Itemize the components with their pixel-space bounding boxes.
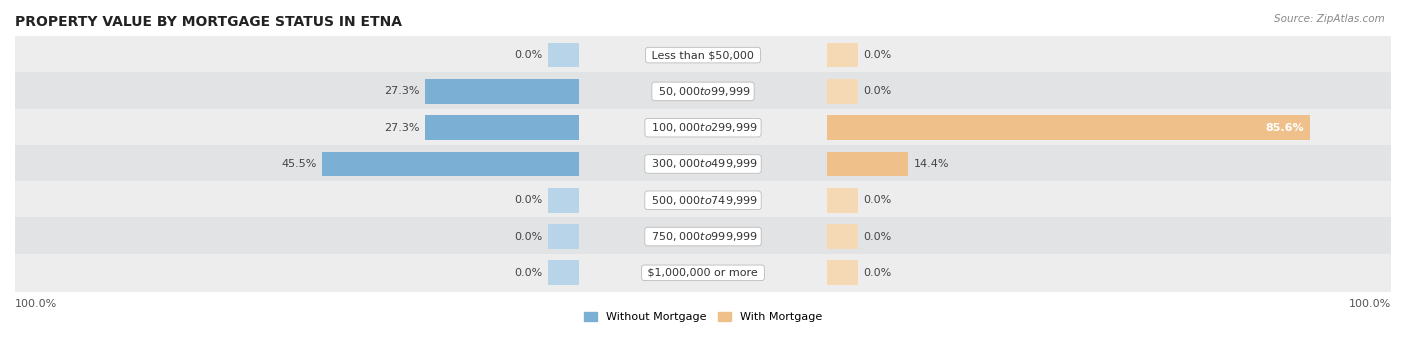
- Text: 0.0%: 0.0%: [863, 50, 891, 60]
- Bar: [548, 43, 579, 68]
- Text: 0.0%: 0.0%: [515, 232, 543, 241]
- Text: 0.0%: 0.0%: [863, 232, 891, 241]
- Text: 0.0%: 0.0%: [515, 195, 543, 205]
- Bar: [827, 188, 858, 212]
- Text: 27.3%: 27.3%: [384, 86, 419, 97]
- Bar: [548, 224, 579, 249]
- Bar: [425, 115, 579, 140]
- Bar: [827, 79, 858, 104]
- Text: 0.0%: 0.0%: [863, 195, 891, 205]
- Bar: [827, 43, 858, 68]
- Bar: [15, 72, 1391, 110]
- Bar: [827, 224, 858, 249]
- Text: $500,000 to $749,999: $500,000 to $749,999: [648, 194, 758, 207]
- Bar: [15, 218, 1391, 256]
- Bar: [827, 115, 1310, 140]
- Bar: [425, 79, 579, 104]
- Text: $300,000 to $499,999: $300,000 to $499,999: [648, 158, 758, 170]
- Text: $50,000 to $99,999: $50,000 to $99,999: [655, 85, 751, 98]
- Legend: Without Mortgage, With Mortgage: Without Mortgage, With Mortgage: [579, 308, 827, 327]
- Text: 27.3%: 27.3%: [384, 123, 419, 133]
- Text: $100,000 to $299,999: $100,000 to $299,999: [648, 121, 758, 134]
- Text: 0.0%: 0.0%: [863, 86, 891, 97]
- Bar: [15, 145, 1391, 183]
- Text: 0.0%: 0.0%: [863, 268, 891, 278]
- Text: 45.5%: 45.5%: [281, 159, 316, 169]
- Text: 0.0%: 0.0%: [515, 50, 543, 60]
- Bar: [322, 152, 579, 176]
- Text: 14.4%: 14.4%: [914, 159, 949, 169]
- Bar: [548, 188, 579, 212]
- Text: 85.6%: 85.6%: [1265, 123, 1305, 133]
- Bar: [15, 254, 1391, 292]
- Text: 100.0%: 100.0%: [1348, 299, 1391, 309]
- Bar: [15, 108, 1391, 147]
- Text: 0.0%: 0.0%: [515, 268, 543, 278]
- Text: Less than $50,000: Less than $50,000: [648, 50, 758, 60]
- Bar: [15, 181, 1391, 219]
- Text: Source: ZipAtlas.com: Source: ZipAtlas.com: [1274, 14, 1385, 24]
- Bar: [827, 152, 908, 176]
- Text: $1,000,000 or more: $1,000,000 or more: [644, 268, 762, 278]
- Bar: [15, 36, 1391, 74]
- Text: $750,000 to $999,999: $750,000 to $999,999: [648, 230, 758, 243]
- Text: 100.0%: 100.0%: [15, 299, 58, 309]
- Text: PROPERTY VALUE BY MORTGAGE STATUS IN ETNA: PROPERTY VALUE BY MORTGAGE STATUS IN ETN…: [15, 15, 402, 29]
- Bar: [548, 261, 579, 285]
- Bar: [827, 261, 858, 285]
